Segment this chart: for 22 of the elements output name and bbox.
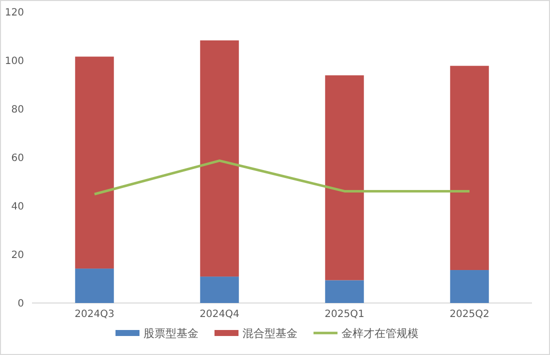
bar [75, 56, 114, 269]
bar [75, 268, 114, 303]
legend-label: 股票型基金 [144, 327, 198, 340]
x-tick-label: 2024Q3 [74, 309, 114, 320]
legend-label: 金梓才在管规模 [342, 327, 418, 340]
x-tick-label: 2024Q4 [200, 309, 240, 320]
x-tick-label: 2025Q2 [450, 309, 490, 320]
y-tick-label: 20 [11, 250, 24, 261]
x-tick-label: 2025Q1 [324, 309, 364, 320]
bar [325, 280, 364, 303]
bar [200, 276, 239, 303]
bar [450, 66, 489, 270]
legend-label: 混合型基金 [242, 327, 298, 340]
bar [450, 270, 489, 303]
y-tick-label: 60 [11, 153, 24, 164]
y-tick-label: 120 [4, 8, 24, 18]
y-tick-label: 40 [11, 202, 24, 212]
bar [325, 75, 364, 280]
y-tick-label: 80 [11, 104, 24, 116]
y-tick-label: 0 [18, 298, 24, 310]
y-tick-label: 100 [4, 56, 24, 67]
bar [200, 40, 239, 277]
